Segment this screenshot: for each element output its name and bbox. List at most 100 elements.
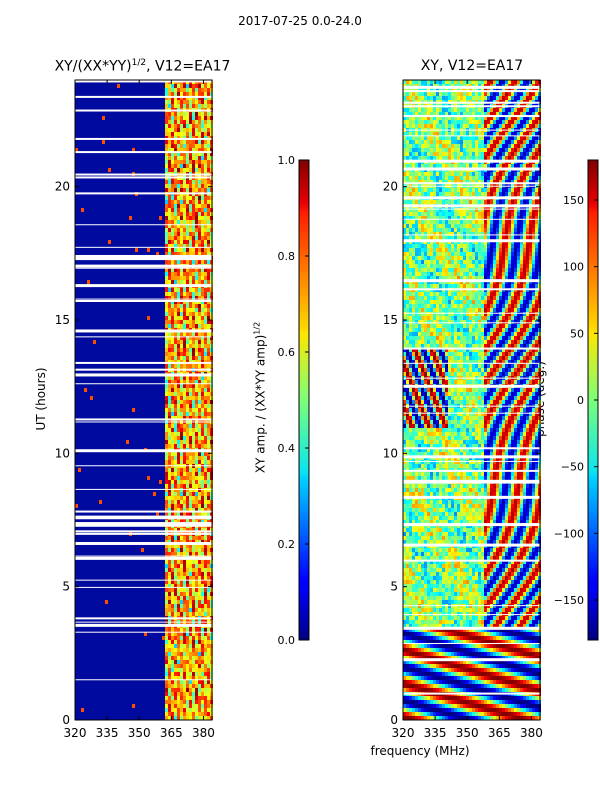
heatmap-cell (198, 628, 201, 632)
heatmap-cell (493, 216, 496, 220)
heatmap-cell (165, 504, 168, 508)
heatmap-cell (165, 224, 168, 228)
heatmap-cell (436, 264, 439, 268)
heatmap-cell (189, 544, 192, 548)
heatmap-cell (174, 672, 177, 676)
heatmap-cell (192, 648, 195, 652)
heatmap-cell (448, 248, 451, 252)
heatmap-cell (454, 248, 457, 252)
heatmap-cell (192, 640, 195, 644)
heatmap-cell (183, 716, 186, 720)
heatmap-cell (192, 444, 195, 448)
heatmap-cell (207, 188, 210, 192)
heatmap-cell (201, 708, 204, 712)
heatmap-cell (207, 240, 210, 244)
heatmap-cell (502, 224, 505, 228)
heatmap-cell (421, 220, 424, 224)
heatmap-cell (195, 248, 198, 252)
heatmap-cell (406, 252, 409, 256)
heatmap-cell (186, 376, 189, 380)
heatmap-cell (180, 452, 183, 456)
heatmap-cell (180, 600, 183, 604)
heatmap-cell (198, 560, 201, 564)
heatmap-cell (490, 80, 493, 84)
heatmap-cell (207, 640, 210, 644)
heatmap-cell (445, 192, 448, 196)
heatmap-cell (445, 156, 448, 160)
heatmap-cell (207, 320, 210, 324)
heatmap-cell (177, 564, 180, 568)
heatmap-cell (180, 344, 183, 348)
heatmap-cell (174, 704, 177, 708)
heatmap-cell (192, 676, 195, 680)
heatmap-cell (511, 212, 514, 216)
heatmap-cell (427, 232, 430, 236)
heatmap-cell (174, 224, 177, 228)
flag-gap-row (75, 586, 212, 588)
heatmap-cell (505, 108, 508, 112)
heatmap-cell (174, 344, 177, 348)
heatmap-cell (463, 176, 466, 180)
heatmap-cell (171, 376, 174, 380)
heatmap-cell (168, 572, 171, 576)
heatmap-cell (171, 308, 174, 312)
heatmap-cell (177, 276, 180, 280)
heatmap-cell (165, 552, 168, 556)
heatmap-cell (180, 716, 183, 720)
heatmap-cell (192, 380, 195, 384)
heatmap-cell (466, 172, 469, 176)
heatmap-cell (511, 88, 514, 92)
heatmap-cell (189, 292, 192, 296)
heatmap-cell (448, 176, 451, 180)
heatmap-cell (198, 336, 201, 340)
heatmap-cell (472, 216, 475, 220)
heatmap-cell (535, 172, 538, 176)
heatmap-cell (454, 148, 457, 152)
heatmap-cell (463, 276, 466, 280)
heatmap-cell (424, 228, 427, 232)
heatmap-cell (487, 176, 490, 180)
heatmap-cell (523, 140, 526, 144)
heatmap-cell (517, 224, 520, 228)
heatmap-cell (460, 268, 463, 272)
heatmap-cell (469, 276, 472, 280)
heatmap-cell (442, 136, 445, 140)
heatmap-cell (421, 164, 424, 168)
heatmap-cell (207, 384, 210, 388)
heatmap-cell (403, 180, 406, 184)
heatmap-cell (183, 396, 186, 400)
heatmap-cell (183, 304, 186, 308)
heatmap-cell (433, 260, 436, 264)
heatmap-cell (508, 268, 511, 272)
heatmap-cell (189, 704, 192, 708)
heatmap-cell (204, 240, 207, 244)
heatmap-cell (102, 116, 105, 120)
heatmap-cell (186, 248, 189, 252)
x-tick-label: 365 (160, 726, 183, 740)
heatmap-cell (445, 140, 448, 144)
heatmap-cell (198, 404, 201, 408)
heatmap-cell (189, 424, 192, 428)
heatmap-cell (505, 200, 508, 204)
heatmap-cell (529, 276, 532, 280)
heatmap-cell (198, 572, 201, 576)
heatmap-cell (487, 256, 490, 260)
heatmap-cell (487, 132, 490, 136)
heatmap-cell (457, 260, 460, 264)
heatmap-cell (192, 412, 195, 416)
heatmap-cell (466, 224, 469, 228)
heatmap-cell (430, 140, 433, 144)
heatmap-cell (183, 596, 186, 600)
heatmap-cell (204, 88, 207, 92)
heatmap-cell (406, 88, 409, 92)
heatmap-cell (177, 640, 180, 644)
heatmap-cell (192, 88, 195, 92)
heatmap-cell (430, 172, 433, 176)
heatmap-cell (180, 144, 183, 148)
heatmap-cell (195, 504, 198, 508)
heatmap-cell (493, 236, 496, 240)
heatmap-cell (201, 584, 204, 588)
heatmap-cell (484, 96, 487, 100)
y-tick-label: 5 (62, 580, 70, 594)
heatmap-cell (472, 96, 475, 100)
